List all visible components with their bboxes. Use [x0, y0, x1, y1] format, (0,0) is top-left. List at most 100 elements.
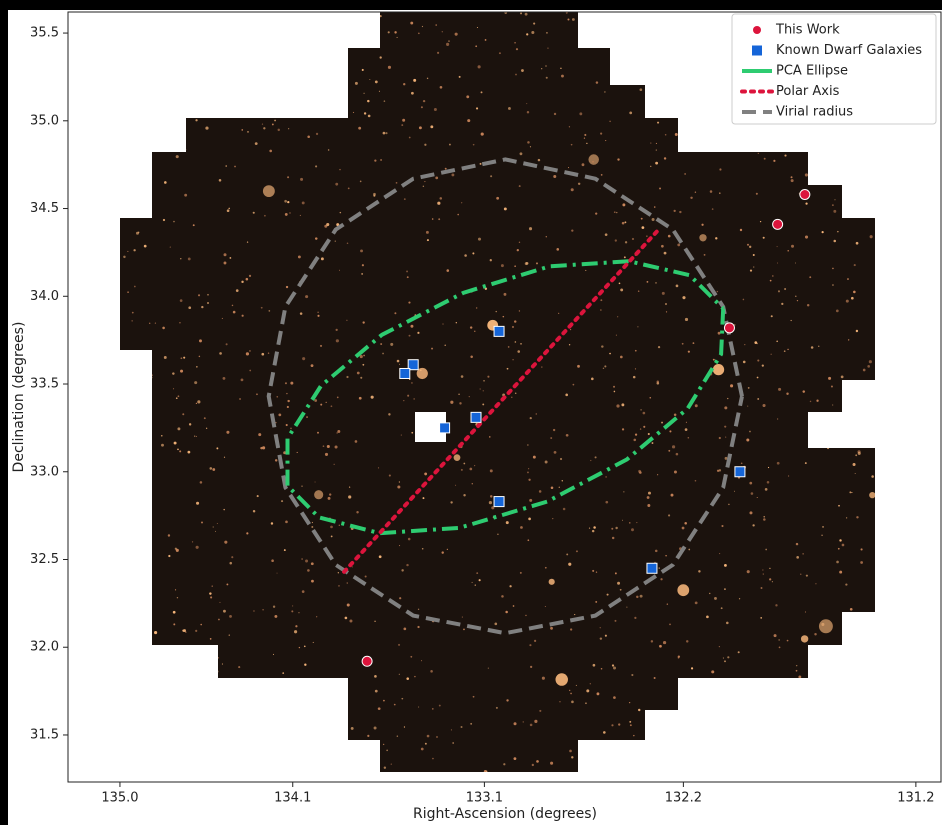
- star: [596, 81, 598, 83]
- star: [674, 210, 676, 212]
- star: [863, 369, 866, 372]
- star: [301, 558, 302, 559]
- star: [539, 710, 541, 712]
- star: [809, 276, 811, 278]
- star: [701, 224, 703, 226]
- star: [506, 521, 509, 524]
- star: [688, 549, 690, 551]
- star: [298, 255, 301, 258]
- star: [724, 426, 726, 428]
- star: [209, 592, 211, 594]
- star: [374, 159, 376, 161]
- star: [805, 235, 808, 238]
- star: [300, 178, 303, 181]
- star: [272, 123, 274, 125]
- star: [593, 526, 596, 529]
- star: [434, 108, 437, 111]
- star: [421, 106, 423, 108]
- star: [430, 670, 433, 673]
- star: [724, 660, 726, 662]
- star: [379, 91, 380, 92]
- star: [640, 595, 643, 598]
- star: [287, 201, 289, 203]
- star: [555, 673, 567, 685]
- star: [527, 444, 528, 445]
- star: [870, 235, 873, 238]
- star: [337, 396, 339, 398]
- star: [833, 210, 836, 213]
- star: [485, 39, 487, 41]
- star: [660, 578, 662, 580]
- star: [321, 257, 324, 260]
- star: [795, 262, 796, 263]
- star: [445, 168, 447, 170]
- star: [871, 475, 874, 478]
- star: [656, 143, 657, 144]
- star: [335, 183, 338, 186]
- star: [408, 302, 410, 304]
- star: [569, 344, 570, 345]
- star: [615, 239, 617, 241]
- y-tick-label: 33.0: [30, 464, 59, 479]
- star: [474, 465, 475, 466]
- star: [571, 188, 574, 191]
- star: [298, 612, 299, 613]
- star: [507, 368, 509, 370]
- star: [329, 493, 331, 495]
- star: [347, 243, 349, 245]
- star: [625, 221, 627, 223]
- star: [229, 615, 232, 618]
- star: [475, 45, 477, 47]
- star: [499, 52, 501, 54]
- star: [489, 501, 492, 504]
- star: [388, 31, 390, 33]
- star: [302, 590, 305, 593]
- star: [601, 345, 603, 347]
- star: [347, 604, 350, 607]
- x-tick-label: 135.0: [101, 791, 138, 806]
- star: [605, 476, 606, 477]
- star: [177, 427, 180, 430]
- star: [546, 77, 548, 79]
- star: [763, 237, 765, 239]
- star: [721, 607, 723, 609]
- star: [592, 570, 594, 572]
- dwarf-marker: [440, 423, 450, 433]
- star: [136, 232, 139, 235]
- y-tick-label: 34.0: [30, 289, 59, 304]
- dwarf-marker: [400, 368, 410, 378]
- star: [527, 539, 529, 541]
- star: [853, 291, 856, 294]
- star: [311, 562, 314, 565]
- star: [676, 453, 679, 456]
- star: [418, 32, 420, 34]
- star: [515, 392, 517, 394]
- star: [404, 198, 406, 200]
- star: [154, 631, 157, 634]
- star: [408, 538, 411, 541]
- star: [168, 555, 170, 557]
- star: [821, 623, 824, 626]
- star: [709, 593, 710, 594]
- star: [629, 522, 631, 524]
- star: [199, 339, 202, 342]
- star: [784, 288, 786, 290]
- star: [473, 696, 475, 698]
- star: [180, 370, 183, 373]
- star: [682, 527, 685, 530]
- star: [338, 585, 339, 586]
- star: [369, 79, 370, 80]
- star: [173, 388, 174, 389]
- star: [787, 250, 789, 252]
- star: [600, 133, 602, 135]
- star: [427, 735, 430, 738]
- star: [836, 561, 839, 564]
- star: [480, 388, 481, 389]
- star: [413, 398, 414, 399]
- star: [444, 345, 446, 347]
- star: [519, 185, 521, 187]
- star: [695, 601, 698, 604]
- star: [715, 237, 717, 239]
- star: [410, 22, 413, 25]
- star: [626, 607, 627, 608]
